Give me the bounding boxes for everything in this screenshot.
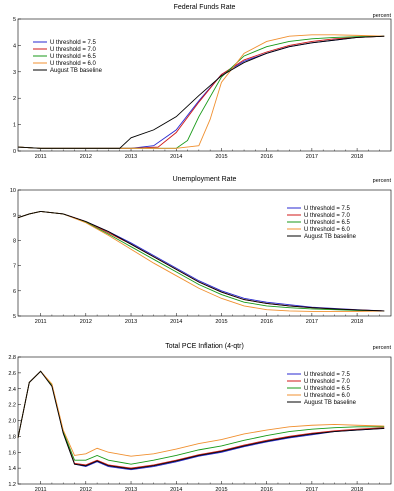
chart-title: Federal Funds Rate	[174, 4, 236, 11]
series-line-4	[17, 370, 385, 457]
y-unit-label: percent	[373, 345, 392, 351]
legend-label: U threshold = 6.0	[304, 227, 351, 233]
chart-panel-1: Federal Funds Rate percent 0 1 2 3 4 5 2011 2012 2…	[13, 4, 392, 160]
y-unit-label: percent	[373, 178, 392, 184]
x-tick-label: 2015	[215, 154, 227, 160]
y-unit-label: percent	[373, 13, 392, 19]
chart-panel-2: Unemployment Rate percent 5 6 7 8 9 10 2011 2012 2…	[10, 176, 392, 325]
y-tick-label: 9	[13, 213, 16, 219]
y-tick-label: 2.2	[8, 403, 16, 409]
series-line-5	[17, 370, 385, 470]
x-tick-label: 2015	[215, 319, 227, 325]
legend-label: U threshold = 6.0	[304, 393, 351, 399]
legend-label: U threshold = 7.0	[50, 47, 97, 53]
legend-label: U threshold = 7.0	[304, 213, 351, 219]
y-tick-label: 10	[10, 188, 16, 194]
x-tick-label: 2016	[261, 487, 273, 491]
y-tick-label: 7	[13, 264, 16, 270]
y-tick-label: 2.0	[8, 419, 16, 425]
legend-label: August TB baseline	[304, 400, 357, 406]
x-tick-label: 2011	[35, 487, 47, 491]
plot-frame	[17, 189, 392, 317]
legend-label: U threshold = 7.5	[50, 40, 97, 46]
chart-panel-3: Total PCE Inflation (4-qtr) percent 1.2 1.4…	[8, 343, 391, 491]
y-tick-label: 1.4	[8, 466, 16, 472]
x-tick-label: 2018	[351, 319, 363, 325]
y-tick-label: 6	[13, 289, 16, 295]
y-tick-label: 2	[13, 96, 16, 102]
legend-label: U threshold = 6.0	[50, 61, 97, 67]
y-tick-label: 4	[13, 43, 16, 49]
x-tick-label: 2014	[170, 154, 182, 160]
x-tick-label: 2011	[35, 319, 47, 325]
legend-label: August TB baseline	[304, 234, 357, 240]
x-tick-label: 2016	[261, 319, 273, 325]
x-tick-label: 2014	[170, 487, 182, 491]
chart-title: Total PCE Inflation (4-qtr)	[165, 343, 244, 350]
y-tick-label: 2.4	[8, 387, 16, 393]
x-tick-label: 2013	[125, 487, 137, 491]
series-line-5	[17, 35, 385, 149]
legend-label: U threshold = 7.5	[304, 206, 351, 212]
y-tick-label: 8	[13, 238, 16, 244]
y-tick-label: 5	[13, 17, 16, 23]
plot-frame	[17, 18, 392, 152]
legend-label: U threshold = 6.5	[304, 220, 351, 226]
x-tick-label: 2018	[351, 154, 363, 160]
x-tick-label: 2014	[170, 319, 182, 325]
legend-label: U threshold = 6.5	[304, 386, 351, 392]
y-tick-label: 3	[13, 70, 16, 76]
x-tick-label: 2013	[125, 154, 137, 160]
x-tick-label: 2012	[80, 154, 92, 160]
x-tick-label: 2011	[35, 154, 47, 160]
chart-title: Unemployment Rate	[173, 176, 237, 183]
y-tick-label: 1.2	[8, 482, 16, 488]
x-tick-label: 2017	[306, 487, 318, 491]
y-tick-label: 0	[13, 149, 16, 155]
x-tick-label: 2016	[261, 154, 273, 160]
y-tick-label: 2.6	[8, 371, 16, 377]
series-line-5	[17, 210, 385, 312]
legend-label: U threshold = 7.5	[304, 372, 351, 378]
legend-label: U threshold = 6.5	[50, 54, 97, 60]
x-tick-label: 2017	[306, 319, 318, 325]
legend: U threshold = 7.5U threshold = 7.0U thre…	[287, 206, 357, 240]
legend: U threshold = 7.5U threshold = 7.0U thre…	[287, 372, 357, 406]
y-tick-label: 1	[13, 123, 16, 129]
y-tick-label: 1.8	[8, 434, 16, 440]
x-tick-label: 2017	[306, 154, 318, 160]
x-tick-label: 2012	[80, 487, 92, 491]
y-tick-label: 1.6	[8, 450, 16, 456]
x-tick-label: 2015	[215, 487, 227, 491]
x-tick-label: 2012	[80, 319, 92, 325]
legend: U threshold = 7.5U threshold = 7.0U thre…	[33, 40, 103, 74]
y-tick-label: 5	[13, 314, 16, 320]
y-tick-label: 2.8	[8, 355, 16, 361]
x-tick-label: 2013	[125, 319, 137, 325]
legend-label: U threshold = 7.0	[304, 379, 351, 385]
legend-label: August TB baseline	[50, 68, 103, 74]
x-tick-label: 2018	[351, 487, 363, 491]
